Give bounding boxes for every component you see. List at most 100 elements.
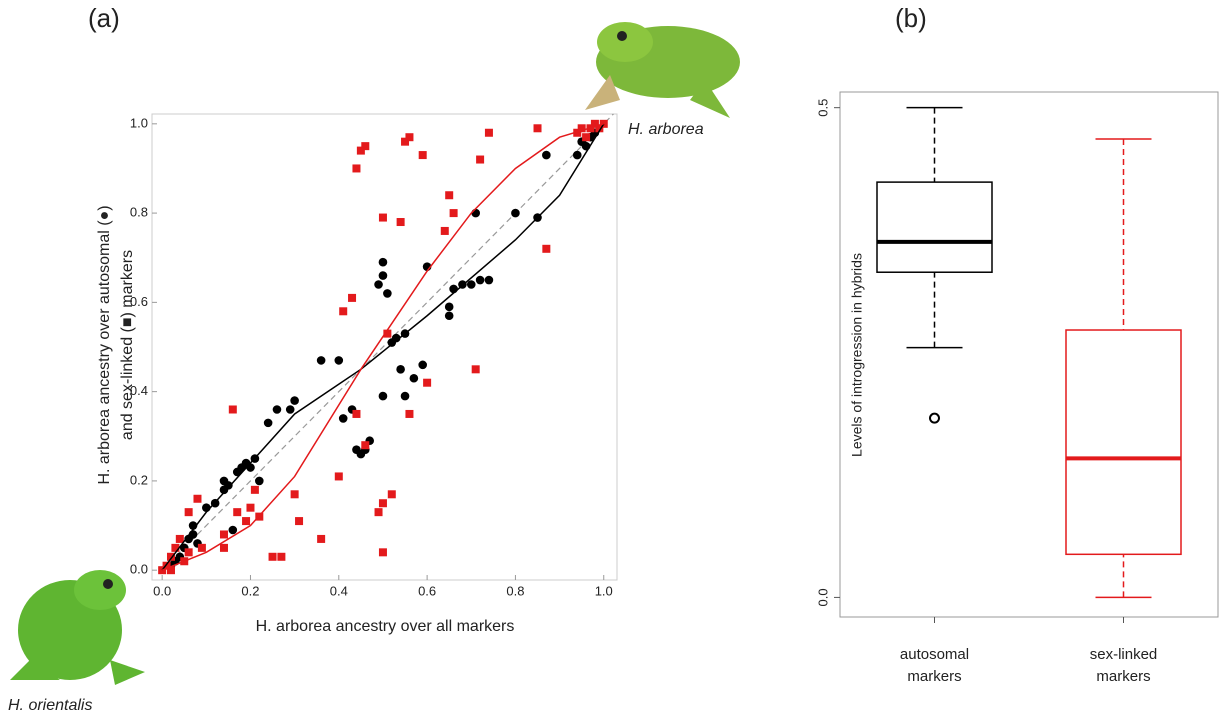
point xyxy=(379,258,388,267)
point xyxy=(476,156,484,164)
y-axis-label: Levels of introgression in hybrids xyxy=(849,253,865,457)
point xyxy=(379,499,387,507)
point xyxy=(445,191,453,199)
point xyxy=(476,276,485,285)
x-tick-label: markers xyxy=(907,668,961,685)
y-tick-label: 0.4 xyxy=(130,383,148,398)
point xyxy=(472,365,480,373)
point xyxy=(334,356,343,365)
x-tick-label: 0.2 xyxy=(241,583,259,598)
point xyxy=(176,535,184,543)
y-tick-label: 0.0 xyxy=(815,588,830,606)
point xyxy=(511,209,520,218)
point xyxy=(352,164,360,172)
x-tick-label: 1.0 xyxy=(595,583,613,598)
point xyxy=(246,504,254,512)
point xyxy=(379,548,387,556)
point xyxy=(405,410,413,418)
point xyxy=(348,294,356,302)
point xyxy=(401,392,410,401)
point xyxy=(573,151,582,160)
point xyxy=(396,365,405,374)
point xyxy=(485,129,493,137)
point xyxy=(291,490,299,498)
point xyxy=(269,553,277,561)
point xyxy=(441,227,449,235)
point xyxy=(375,508,383,516)
x-tick-label: 0.0 xyxy=(153,583,171,598)
y-axis-label: and sex-linked (■) markers xyxy=(119,250,136,440)
point xyxy=(418,361,427,370)
point xyxy=(467,280,476,289)
panel-label: (b) xyxy=(895,3,927,33)
x-tick-label: 0.6 xyxy=(418,583,436,598)
panel-label: (a) xyxy=(88,3,120,33)
plot-frame-b xyxy=(840,92,1218,617)
point xyxy=(242,517,250,525)
box xyxy=(1066,330,1181,554)
y-axis-label: H. arborea ancestry over autosomal (●) xyxy=(96,205,113,484)
annotation: H. arborea xyxy=(628,121,704,138)
point xyxy=(445,311,454,320)
x-tick-label: markers xyxy=(1096,668,1150,685)
point xyxy=(273,405,282,414)
point xyxy=(410,374,419,383)
point xyxy=(542,151,551,160)
y-tick-label: 0.8 xyxy=(130,205,148,220)
point xyxy=(397,218,405,226)
point xyxy=(450,209,458,217)
x-axis-label: H. arborea ancestry over all markers xyxy=(256,618,515,635)
point xyxy=(220,530,228,538)
point xyxy=(534,124,542,132)
point xyxy=(339,414,348,423)
point xyxy=(445,303,454,312)
point xyxy=(264,419,273,428)
point xyxy=(582,133,590,141)
y-tick-label: 1.0 xyxy=(130,115,148,130)
point xyxy=(419,151,427,159)
figure: (a) (b) H. arborea ancestry over all mar… xyxy=(0,0,1221,717)
y-tick-label: 0.5 xyxy=(815,99,830,117)
point xyxy=(471,209,480,218)
point xyxy=(286,405,295,414)
y-tick-label: 0.2 xyxy=(130,472,148,487)
point xyxy=(485,276,494,285)
point xyxy=(290,396,299,405)
point xyxy=(185,548,193,556)
point xyxy=(229,405,237,413)
point xyxy=(352,410,360,418)
point xyxy=(317,356,326,365)
x-tick-label: 0.4 xyxy=(330,583,348,598)
x-tick-label: 0.8 xyxy=(506,583,524,598)
point xyxy=(339,307,347,315)
point xyxy=(361,142,369,150)
point xyxy=(185,508,193,516)
y-tick-label: 0.6 xyxy=(130,294,148,309)
point xyxy=(335,472,343,480)
frog-orientalis xyxy=(10,570,145,685)
annotation: H. orientalis xyxy=(8,697,92,714)
point xyxy=(251,486,259,494)
point xyxy=(233,508,241,516)
page: {"chart_data": [ {"type": "scatter", "pa… xyxy=(0,0,1221,717)
point xyxy=(383,289,392,298)
point xyxy=(193,495,201,503)
point xyxy=(542,245,550,253)
point xyxy=(405,133,413,141)
point xyxy=(379,214,387,222)
point xyxy=(388,490,396,498)
outlier xyxy=(930,414,939,423)
point xyxy=(277,553,285,561)
point xyxy=(295,517,303,525)
point xyxy=(229,526,238,535)
point xyxy=(374,280,383,289)
point xyxy=(379,392,388,401)
point xyxy=(361,441,369,449)
point xyxy=(423,379,431,387)
y-tick-label: 0.0 xyxy=(130,562,148,577)
point xyxy=(379,271,388,280)
x-tick-label: sex-linked xyxy=(1090,646,1158,663)
point xyxy=(449,285,458,294)
point xyxy=(198,544,206,552)
point xyxy=(220,544,228,552)
